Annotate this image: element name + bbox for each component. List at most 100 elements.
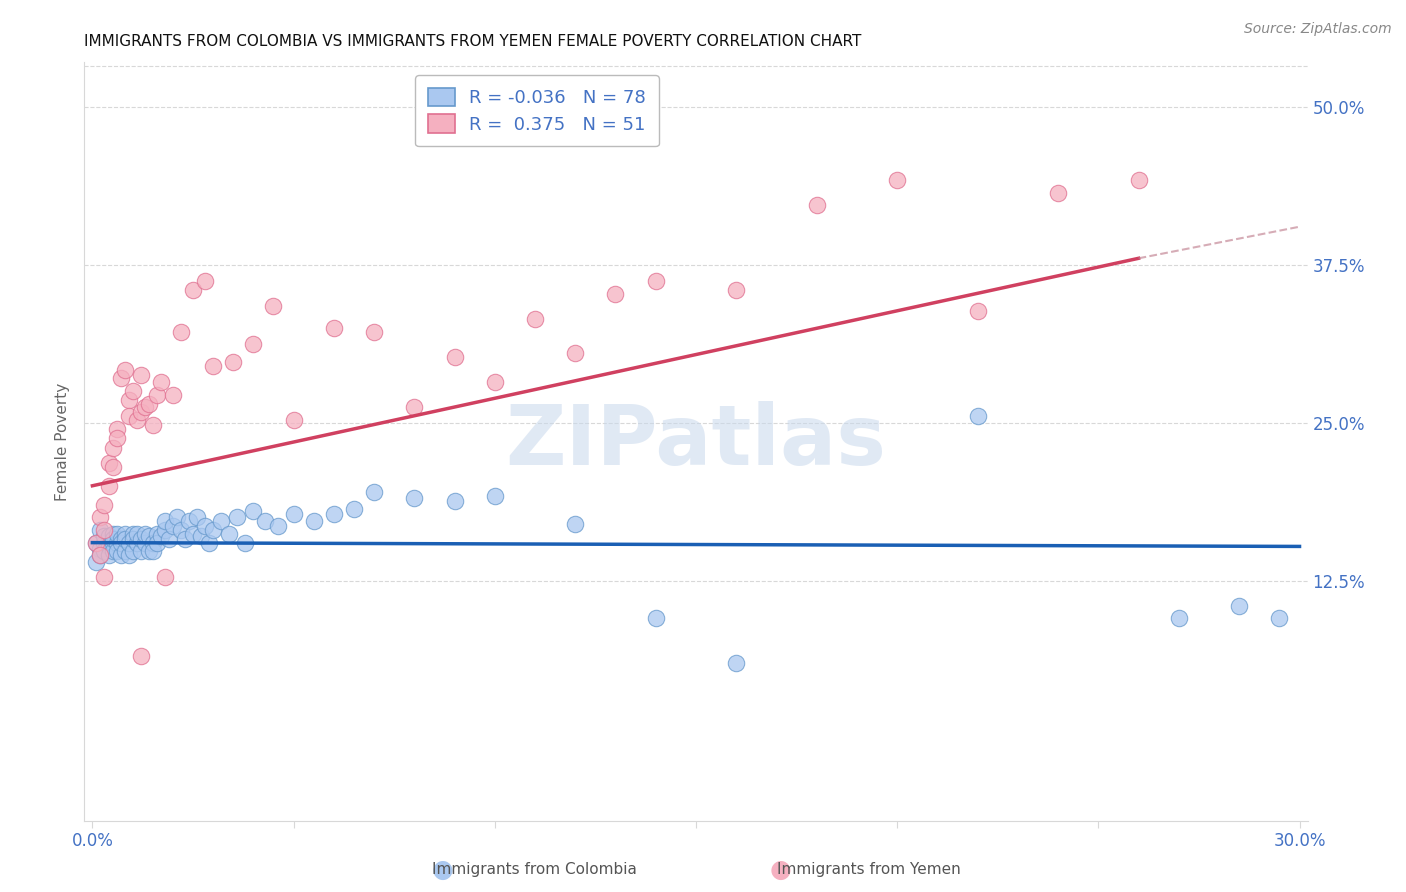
Point	[138, 544, 160, 558]
Point	[101, 459, 124, 474]
Point	[149, 375, 172, 389]
Point	[134, 526, 156, 541]
Point	[153, 514, 176, 528]
Point	[97, 548, 120, 563]
Point	[110, 371, 132, 385]
Point	[142, 418, 165, 433]
Point	[302, 514, 325, 528]
Point	[166, 510, 188, 524]
Point	[146, 526, 169, 541]
Point	[242, 337, 264, 351]
Point	[89, 548, 111, 563]
Point	[138, 396, 160, 410]
Point	[283, 413, 305, 427]
Point	[121, 384, 143, 398]
Point	[162, 388, 184, 402]
Point	[97, 529, 120, 543]
Point	[105, 544, 128, 558]
Point	[443, 494, 465, 508]
Point	[89, 523, 111, 537]
Point	[138, 529, 160, 543]
Point	[605, 286, 627, 301]
Point	[194, 519, 217, 533]
Point	[105, 535, 128, 549]
Point	[117, 548, 139, 563]
Point	[343, 501, 366, 516]
Point	[101, 535, 124, 549]
Text: ZIPatlas: ZIPatlas	[506, 401, 886, 482]
Point	[363, 325, 385, 339]
Text: IMMIGRANTS FROM COLOMBIA VS IMMIGRANTS FROM YEMEN FEMALE POVERTY CORRELATION CHA: IMMIGRANTS FROM COLOMBIA VS IMMIGRANTS F…	[84, 34, 862, 49]
Point	[725, 656, 748, 670]
Point	[363, 485, 385, 500]
Point	[142, 544, 165, 558]
Point	[484, 489, 506, 503]
Point	[966, 409, 988, 424]
Point	[117, 535, 139, 549]
Point	[966, 304, 988, 318]
Point	[170, 325, 193, 339]
Point	[114, 532, 136, 546]
Point	[806, 198, 828, 212]
Point	[110, 548, 132, 563]
Point	[404, 401, 426, 415]
Point	[644, 611, 666, 625]
Point	[484, 375, 506, 389]
Point	[322, 507, 344, 521]
Point	[153, 523, 176, 537]
Text: Immigrants from Yemen: Immigrants from Yemen	[778, 863, 960, 877]
Point	[1167, 611, 1189, 625]
Text: ●: ●	[769, 858, 792, 881]
Point	[194, 274, 217, 288]
Point	[129, 544, 152, 558]
Point	[121, 526, 143, 541]
Text: ●: ●	[432, 858, 454, 881]
Point	[117, 392, 139, 407]
Point	[404, 491, 426, 506]
Point	[242, 504, 264, 518]
Point	[153, 570, 176, 584]
Point	[218, 526, 240, 541]
Point	[89, 541, 111, 556]
Point	[134, 535, 156, 549]
Point	[177, 514, 200, 528]
Point	[1128, 173, 1150, 187]
Point	[198, 535, 221, 549]
Point	[233, 535, 256, 549]
Point	[101, 526, 124, 541]
Point	[146, 535, 169, 549]
Point	[114, 526, 136, 541]
Point	[202, 359, 225, 373]
Point	[93, 535, 115, 549]
Point	[209, 514, 232, 528]
Point	[190, 529, 212, 543]
Point	[266, 519, 288, 533]
Point	[89, 548, 111, 563]
Point	[105, 431, 128, 445]
Point	[105, 526, 128, 541]
Point	[1268, 611, 1291, 625]
Point	[170, 523, 193, 537]
Point	[110, 535, 132, 549]
Point	[129, 368, 152, 382]
Point	[254, 514, 277, 528]
Point	[97, 479, 120, 493]
Point	[222, 355, 245, 369]
Point	[86, 535, 108, 549]
Point	[186, 510, 208, 524]
Point	[86, 555, 108, 569]
Legend: R = -0.036   N = 78, R =  0.375   N = 51: R = -0.036 N = 78, R = 0.375 N = 51	[415, 75, 659, 146]
Point	[1227, 599, 1250, 613]
Point	[93, 529, 115, 543]
Y-axis label: Female Poverty: Female Poverty	[55, 383, 70, 500]
Point	[174, 532, 197, 546]
Point	[121, 544, 143, 558]
Point	[157, 532, 180, 546]
Point	[86, 535, 108, 549]
Point	[105, 422, 128, 436]
Point	[93, 544, 115, 558]
Point	[146, 388, 169, 402]
Point	[886, 173, 908, 187]
Point	[202, 523, 225, 537]
Point	[101, 441, 124, 455]
